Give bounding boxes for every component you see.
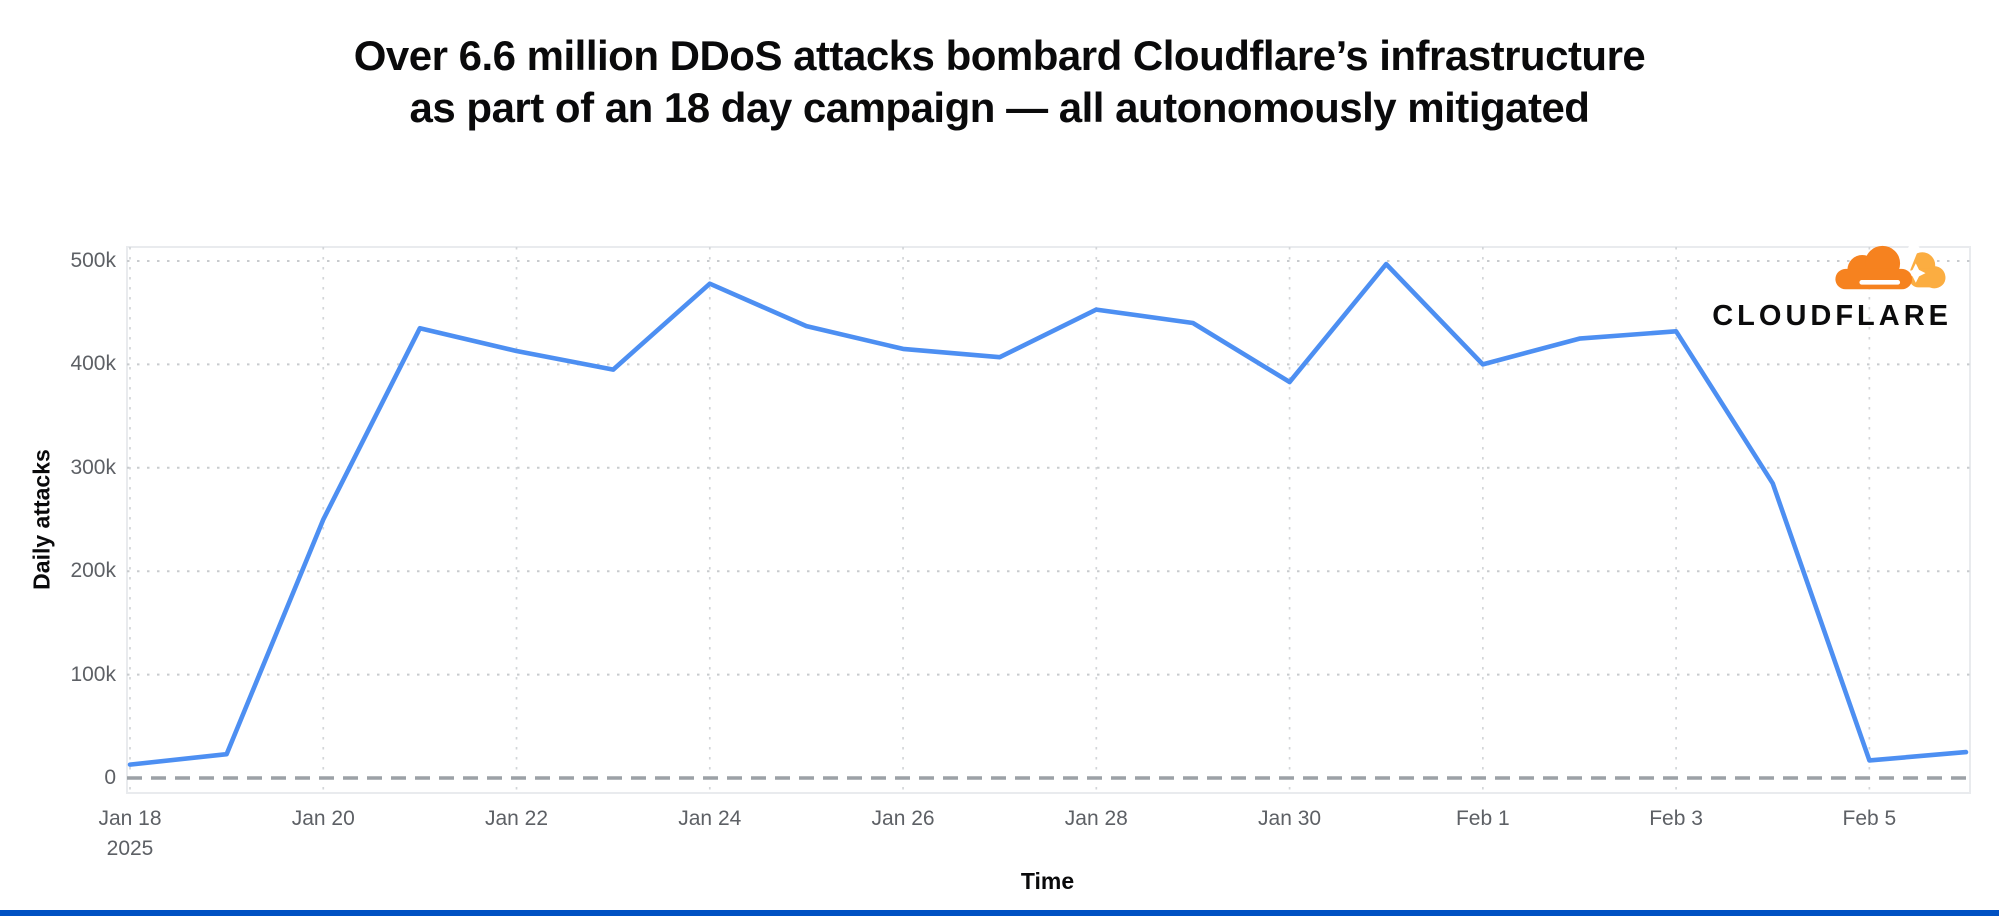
y-tick-label: 0: [104, 766, 116, 789]
x-tick-label: Jan 20: [291, 807, 355, 830]
cloudflare-cloud-icon: [1835, 242, 1946, 295]
cloudflare-logo: CLOUDFLARE: [1682, 238, 1952, 332]
x-tick-label: Feb 5: [1842, 807, 1897, 830]
x-tick-label: Feb 3: [1649, 807, 1703, 830]
y-tick-label: 300k: [70, 455, 116, 479]
y-axis-title: Daily attacks: [28, 449, 55, 590]
plot-border: [126, 246, 1971, 794]
x-tick-label: Jan 30: [1258, 807, 1322, 830]
y-tick-label: 500k: [70, 249, 116, 272]
x-tick-label: Feb 1: [1455, 807, 1510, 830]
x-axis-title: Time: [1020, 868, 1075, 894]
x-tick-label: Jan 22: [484, 807, 549, 830]
y-tick-label: 200k: [70, 559, 116, 583]
x-tick-label: Jan 26: [871, 807, 935, 830]
x-tick-label: Jan 24: [678, 807, 742, 830]
y-tick-label: 400k: [70, 352, 116, 376]
chart-headline-line1: Over 6.6 million DDoS attacks bombard Cl…: [353, 32, 1646, 79]
chart-headline-line2: as part of an 18 day campaign — all auto…: [409, 84, 1590, 131]
x-tick-label: Jan 28: [1064, 807, 1128, 830]
chart-headline: Over 6.6 million DDoS attacks bombard Cl…: [0, 30, 1999, 134]
cloudflare-wordmark: CLOUDFLARE: [1712, 300, 1952, 332]
y-tick-label: 100k: [70, 662, 116, 686]
bottom-accent-bar: [0, 910, 1999, 916]
x-tick-label: Jan 18 2025: [98, 807, 162, 860]
daily-attacks-line: [127, 261, 1969, 767]
